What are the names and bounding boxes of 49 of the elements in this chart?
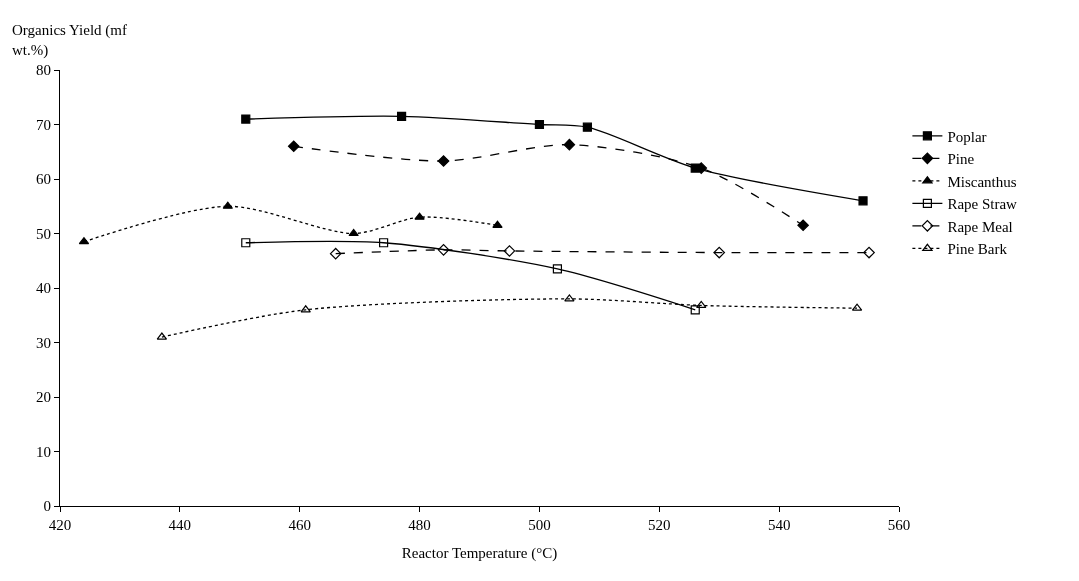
point (534, 119, 545, 130)
point (552, 264, 563, 274)
y-tick-label: 70 (36, 116, 51, 133)
legend-label: Pine (947, 151, 975, 168)
y-tick-label: 30 (36, 334, 51, 351)
y-tick-label: 10 (36, 443, 51, 460)
point (503, 245, 516, 257)
y-tick-label: 50 (36, 225, 51, 242)
x-axis-title: Reactor Temperature (°C) (401, 545, 558, 562)
point (329, 247, 342, 260)
point (241, 114, 251, 124)
point (564, 294, 575, 302)
point (797, 219, 809, 232)
legend-label: Pine Bark (947, 241, 1008, 258)
y-tick-label: 80 (36, 62, 51, 79)
legend-label: Rape Meal (947, 218, 1013, 235)
point (563, 138, 576, 151)
x-tick-label: 540 (767, 517, 791, 533)
point (437, 244, 450, 256)
point (414, 212, 425, 220)
point (696, 300, 707, 309)
legend-label: Miscanthus (947, 173, 1017, 190)
point (241, 238, 251, 248)
x-tick-label: 480 (408, 517, 431, 533)
y-tick-label: 0 (43, 498, 51, 515)
x-tick-label: 440 (168, 517, 192, 533)
point (690, 305, 700, 315)
point (300, 305, 311, 313)
legend-label: Poplar (947, 128, 987, 145)
legend-label: Rape Straw (947, 196, 1018, 213)
point (437, 155, 450, 167)
x-tick-label: 420 (48, 517, 72, 533)
x-tick-label: 520 (648, 517, 671, 533)
x-tick-label: 560 (887, 517, 911, 533)
x-tick-label: 500 (528, 517, 551, 533)
point (713, 246, 726, 259)
point (396, 111, 407, 121)
point (858, 196, 868, 206)
point (287, 140, 300, 153)
y-tick-label: 40 (36, 280, 51, 297)
y-tick-label: 60 (36, 171, 51, 188)
point (348, 228, 359, 237)
point (863, 246, 875, 259)
point (582, 122, 592, 132)
point (379, 238, 389, 248)
point (492, 220, 503, 228)
y-axis-title: Organics Yield (mf wt.%) (12, 22, 127, 59)
y-tick-label: 20 (36, 389, 51, 406)
x-tick-label: 460 (288, 517, 311, 533)
